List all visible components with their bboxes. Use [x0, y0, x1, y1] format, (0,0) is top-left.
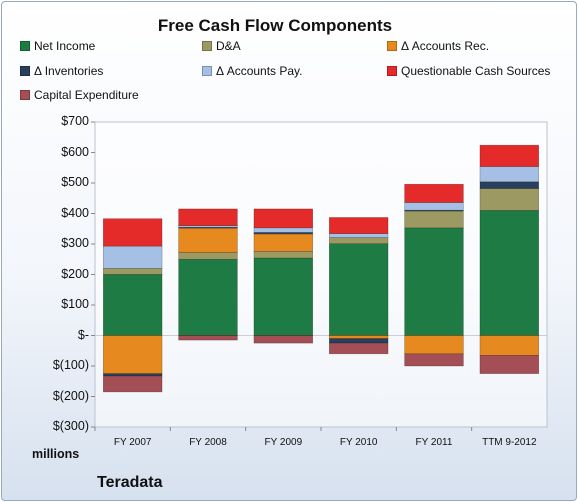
legend-swatch — [20, 90, 30, 100]
legend-item: Δ Inventories — [20, 64, 103, 78]
x-tick-label: FY 2007 — [113, 437, 152, 448]
legend-item: Capital Expenditure — [20, 88, 139, 102]
legend-swatch — [20, 66, 30, 76]
bar-segment — [479, 166, 540, 183]
bar-segment — [479, 210, 540, 336]
legend-label: Δ Accounts Rec. — [401, 39, 490, 53]
legend-item: Net Income — [20, 39, 95, 53]
bar-segment — [328, 342, 389, 355]
bar-segment — [102, 373, 163, 377]
legend-label: Δ Accounts Pay. — [216, 64, 303, 78]
unit-label: millions — [32, 447, 80, 461]
bar-segment — [404, 353, 464, 367]
x-tick-label: FY 2010 — [339, 437, 378, 448]
bar-segment — [102, 274, 163, 336]
y-tick-label: $- — [77, 327, 89, 342]
y-tick-label: $200 — [61, 266, 89, 281]
bar-segment — [328, 243, 389, 336]
bar-segment — [404, 183, 464, 203]
bar-segment — [328, 233, 389, 238]
x-tick-label: FY 2009 — [264, 437, 303, 448]
y-tick-label: $300 — [61, 236, 89, 250]
legend-label: Capital Expenditure — [34, 88, 139, 102]
legend-item: Δ Accounts Rec. — [387, 39, 489, 53]
bar-segment — [102, 375, 163, 393]
legend-swatch — [20, 41, 30, 51]
legend-item: Questionable Cash Sources — [387, 64, 550, 78]
y-tick-label: $400 — [61, 205, 89, 220]
legend-label: Questionable Cash Sources — [401, 64, 551, 78]
bar-segment — [253, 257, 314, 336]
bar-segment — [102, 268, 163, 275]
legend-swatch — [202, 66, 212, 76]
y-tick-label: $(200) — [52, 388, 89, 403]
x-tick-label: FY 2011 — [415, 437, 453, 448]
bar-segment — [328, 237, 389, 244]
bar-segment — [253, 335, 314, 344]
bar-segment — [404, 202, 464, 211]
legend-item: Δ Accounts Pay. — [202, 64, 303, 78]
bar-segment — [253, 227, 314, 233]
bar-segment — [479, 355, 540, 374]
bar-segment — [404, 227, 464, 336]
legend-swatch — [202, 41, 212, 51]
bar-segment — [178, 258, 238, 336]
bar-segment — [479, 144, 540, 167]
company-label: Teradata — [97, 474, 163, 491]
bar-segment — [102, 218, 163, 247]
y-tick-label: $(100) — [52, 358, 89, 372]
bar-segment — [178, 226, 238, 229]
bar-segment — [479, 181, 540, 189]
bar-segment — [102, 335, 163, 374]
y-tick-label: $600 — [61, 144, 89, 159]
y-tick-label: $(300) — [52, 419, 89, 433]
legend-item: D&A — [202, 39, 241, 53]
bar-segment — [404, 335, 464, 355]
bar-segment — [178, 208, 238, 227]
legend-swatch — [387, 66, 397, 76]
legend-label: Δ Inventories — [34, 64, 104, 78]
bar-segment — [253, 233, 314, 252]
y-tick-label: $100 — [61, 297, 89, 311]
y-tick-label: $500 — [61, 175, 89, 189]
bar-segment — [328, 338, 389, 344]
bar-segment — [404, 210, 464, 229]
legend-label: Net Income — [34, 39, 96, 53]
legend-label: D&A — [216, 39, 241, 53]
legend-swatch — [387, 41, 397, 51]
bar-segment — [253, 208, 314, 229]
bar-segment — [178, 227, 238, 253]
bar-segment — [178, 252, 238, 260]
chart-title: Free Cash Flow Components — [157, 16, 393, 35]
x-tick-label: TTM 9-2012 — [482, 437, 537, 448]
bar-segment — [479, 335, 540, 356]
bar-segment — [102, 245, 163, 269]
plot-background — [94, 121, 548, 428]
x-tick-label: FY 2008 — [189, 437, 227, 448]
bar-segment — [328, 217, 389, 234]
bar-segment — [253, 251, 314, 259]
bar-segment — [328, 335, 389, 339]
bar-segment — [479, 188, 540, 211]
y-tick-label: $700 — [61, 114, 89, 128]
bar-segment — [178, 335, 238, 341]
